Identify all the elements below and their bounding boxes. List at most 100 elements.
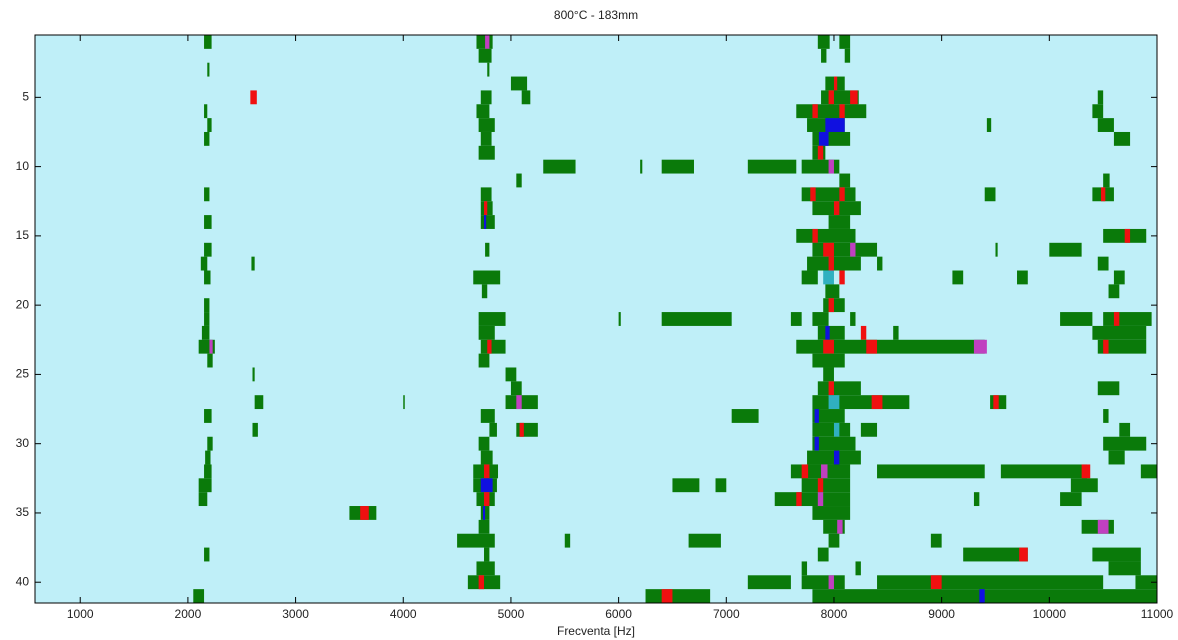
x-axis-label: Frecventa [Hz] [557, 624, 635, 638]
cell [818, 381, 861, 395]
y-tick-label: 25 [16, 367, 30, 381]
cell [1103, 437, 1146, 451]
cell [834, 451, 839, 465]
cell [204, 409, 212, 423]
cell [1098, 90, 1103, 104]
cell [481, 132, 492, 146]
cell [1114, 312, 1119, 326]
cell [802, 187, 856, 201]
cell [818, 35, 830, 49]
cell [823, 298, 845, 312]
cell [850, 243, 855, 257]
cell [250, 90, 256, 104]
cell [829, 395, 840, 409]
cell [640, 160, 642, 174]
cell [1092, 326, 1146, 340]
x-tick-label: 11000 [1141, 607, 1174, 621]
cell [199, 478, 212, 492]
chart: 800°C - 183mm Frecventa [Hz] 10002000300… [0, 0, 1178, 640]
cell [748, 575, 791, 589]
cell [193, 589, 204, 603]
cell [812, 229, 817, 243]
cell [479, 326, 495, 340]
cell [1103, 340, 1108, 354]
cell [646, 589, 711, 603]
cell [1092, 548, 1140, 562]
cell [1103, 312, 1151, 326]
cell [204, 243, 212, 257]
cell [204, 271, 210, 285]
cell [489, 423, 497, 437]
y-tick-label: 40 [16, 574, 30, 588]
cell [473, 271, 500, 285]
cell [829, 298, 834, 312]
cell [1141, 464, 1157, 478]
cell [815, 409, 819, 423]
cell [204, 104, 207, 118]
x-tick-label: 10000 [1033, 607, 1067, 621]
cell [1101, 187, 1105, 201]
cell [872, 395, 883, 409]
cell [821, 49, 826, 63]
cell [522, 90, 531, 104]
y-tick-label: 20 [16, 297, 30, 311]
x-tick-label: 1000 [67, 607, 94, 621]
cell [1119, 423, 1130, 437]
x-tick-label: 3000 [282, 607, 309, 621]
cell [481, 478, 493, 492]
cell [485, 35, 489, 49]
cell [825, 284, 839, 298]
cell [207, 63, 209, 77]
cell [1103, 409, 1108, 423]
cell [207, 437, 212, 451]
cell [995, 243, 997, 257]
cell [893, 326, 898, 340]
cell [476, 104, 489, 118]
cell [1098, 520, 1109, 534]
cell [481, 409, 495, 423]
cell [207, 354, 212, 368]
cell [791, 312, 802, 326]
cell [850, 90, 858, 104]
cell [818, 478, 823, 492]
cell [672, 478, 699, 492]
y-tick-label: 5 [22, 90, 29, 104]
cell [802, 271, 818, 285]
cell [511, 77, 527, 91]
cell [829, 257, 834, 271]
cell [479, 146, 495, 160]
cell [481, 451, 493, 465]
cell [796, 229, 855, 243]
cell [821, 464, 827, 478]
cell [839, 104, 844, 118]
cell [839, 174, 850, 188]
x-tick-label: 8000 [821, 607, 848, 621]
cell [516, 174, 521, 188]
cell [818, 548, 829, 562]
cell [199, 492, 208, 506]
chart-title: 800°C - 183mm [554, 8, 638, 22]
x-tick-label: 5000 [498, 607, 525, 621]
cell [204, 215, 212, 229]
cell [979, 589, 984, 603]
cell [1019, 548, 1028, 562]
cell [506, 395, 538, 409]
cell [839, 35, 850, 49]
cell [1098, 381, 1120, 395]
cell [829, 381, 834, 395]
cell [812, 423, 850, 437]
cell [931, 534, 942, 548]
cell [565, 534, 570, 548]
cell [479, 520, 490, 534]
cell [484, 492, 489, 506]
cell [812, 104, 817, 118]
cell [839, 187, 844, 201]
cell [204, 132, 209, 146]
cell [476, 35, 492, 49]
cell [253, 367, 255, 381]
cell [829, 534, 840, 548]
cell [662, 160, 694, 174]
cell [1114, 132, 1130, 146]
cell [829, 215, 851, 229]
cell [457, 534, 495, 548]
